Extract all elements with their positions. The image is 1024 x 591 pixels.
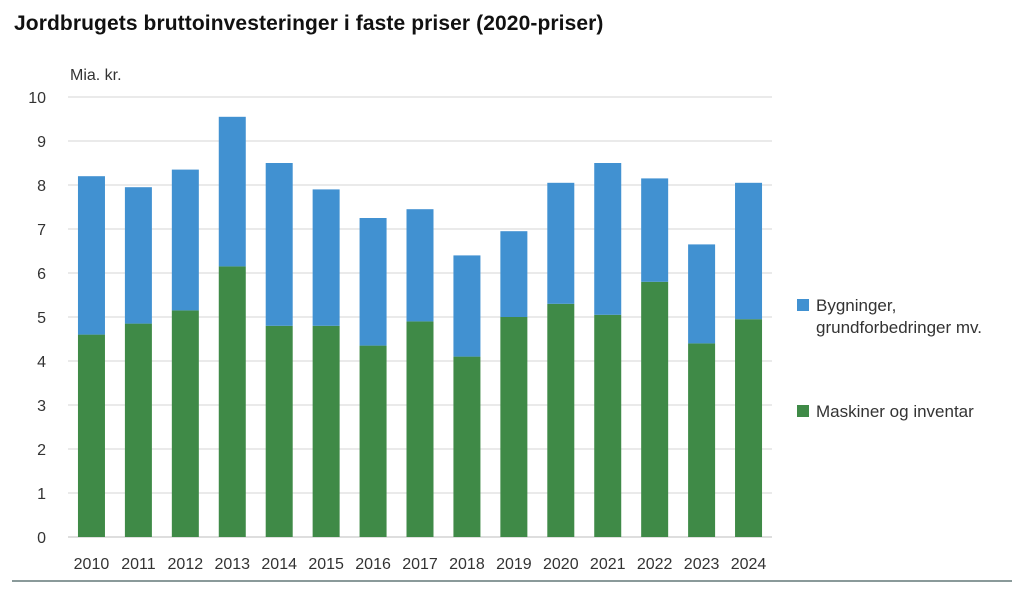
x-axis: 2010 2011 2012 2013 2014 2015 2016 2017 2018 2019…	[74, 556, 767, 573]
x-tick-label: 2017	[402, 556, 438, 573]
bar-segment-bygninger	[265, 163, 293, 326]
legend-label-bygninger: Bygninger, grundforbedringer mv.	[816, 296, 982, 337]
y-tick-label: 3	[37, 398, 46, 415]
legend-swatch-maskiner	[797, 405, 809, 417]
y-tick-label: 2	[37, 442, 46, 459]
legend-label-maskiner: Maskiner og inventar	[816, 402, 974, 421]
x-tick-label: 2013	[214, 556, 250, 573]
x-tick-label: 2023	[684, 556, 720, 573]
x-tick-label: 2016	[355, 556, 391, 573]
y-tick-label: 0	[37, 530, 46, 547]
bar-segment-maskiner	[359, 345, 387, 537]
y-tick-label: 5	[37, 310, 46, 327]
bar-segment-bygninger	[218, 116, 246, 267]
y-tick-label: 8	[37, 178, 46, 195]
y-tick-label: 6	[37, 266, 46, 283]
chart-title: Jordbrugets bruttoinvesteringer i faste …	[14, 12, 604, 35]
bar-segment-maskiner	[312, 325, 340, 537]
y-tick-label: 10	[28, 90, 46, 107]
x-tick-label: 2019	[496, 556, 532, 573]
y-tick-label: 9	[37, 134, 46, 151]
legend-swatch-bygninger	[797, 299, 809, 311]
bar-segment-maskiner	[641, 281, 669, 537]
bar-segment-maskiner	[171, 310, 199, 537]
x-tick-label: 2010	[74, 556, 110, 573]
legend: Bygninger, grundforbedringer mv. Maskiner …	[797, 296, 982, 421]
bar-segment-bygninger	[171, 169, 199, 311]
bottom-divider	[12, 580, 1012, 582]
y-tick-label: 1	[37, 486, 46, 503]
bar-segment-bygninger	[500, 231, 528, 317]
bar-segment-bygninger	[594, 163, 622, 315]
bar-segment-maskiner	[594, 314, 622, 537]
bar-segment-bygninger	[688, 244, 716, 344]
x-tick-label: 2018	[449, 556, 485, 573]
y-tick-label: 7	[37, 222, 46, 239]
x-tick-label: 2011	[121, 556, 156, 573]
y-axis: Mia. kr. 0 1 2 3 4 5 6 7 8 9 10	[28, 67, 121, 547]
bar-segment-maskiner	[77, 334, 105, 537]
bar-segment-bygninger	[124, 187, 152, 324]
x-tick-label: 2024	[731, 556, 767, 573]
x-tick-label: 2015	[308, 556, 344, 573]
bar-segment-bygninger	[547, 182, 575, 304]
bar-segment-maskiner	[547, 303, 575, 537]
bar-segment-maskiner	[500, 317, 528, 537]
bar-segment-bygninger	[77, 176, 105, 335]
bar-segment-bygninger	[453, 255, 481, 357]
x-tick-label: 2014	[261, 556, 297, 573]
bar-segment-maskiner	[218, 266, 246, 537]
bar-segment-bygninger	[735, 182, 763, 320]
y-tick-label: 4	[37, 354, 46, 371]
bars	[77, 116, 763, 537]
bar-segment-maskiner	[406, 321, 434, 537]
bar-segment-bygninger	[641, 178, 669, 282]
x-tick-label: 2021	[590, 556, 626, 573]
x-tick-label: 2022	[637, 556, 673, 573]
bar-segment-bygninger	[359, 218, 387, 346]
bar-segment-maskiner	[265, 325, 293, 537]
bar-segment-maskiner	[735, 319, 763, 537]
bar-segment-maskiner	[453, 356, 481, 537]
bar-segment-bygninger	[406, 209, 434, 322]
bar-segment-bygninger	[312, 189, 340, 326]
x-tick-label: 2012	[168, 556, 204, 573]
y-unit-label: Mia. kr.	[70, 67, 122, 84]
bar-segment-maskiner	[124, 323, 152, 537]
x-tick-label: 2020	[543, 556, 579, 573]
bar-segment-maskiner	[688, 343, 716, 537]
